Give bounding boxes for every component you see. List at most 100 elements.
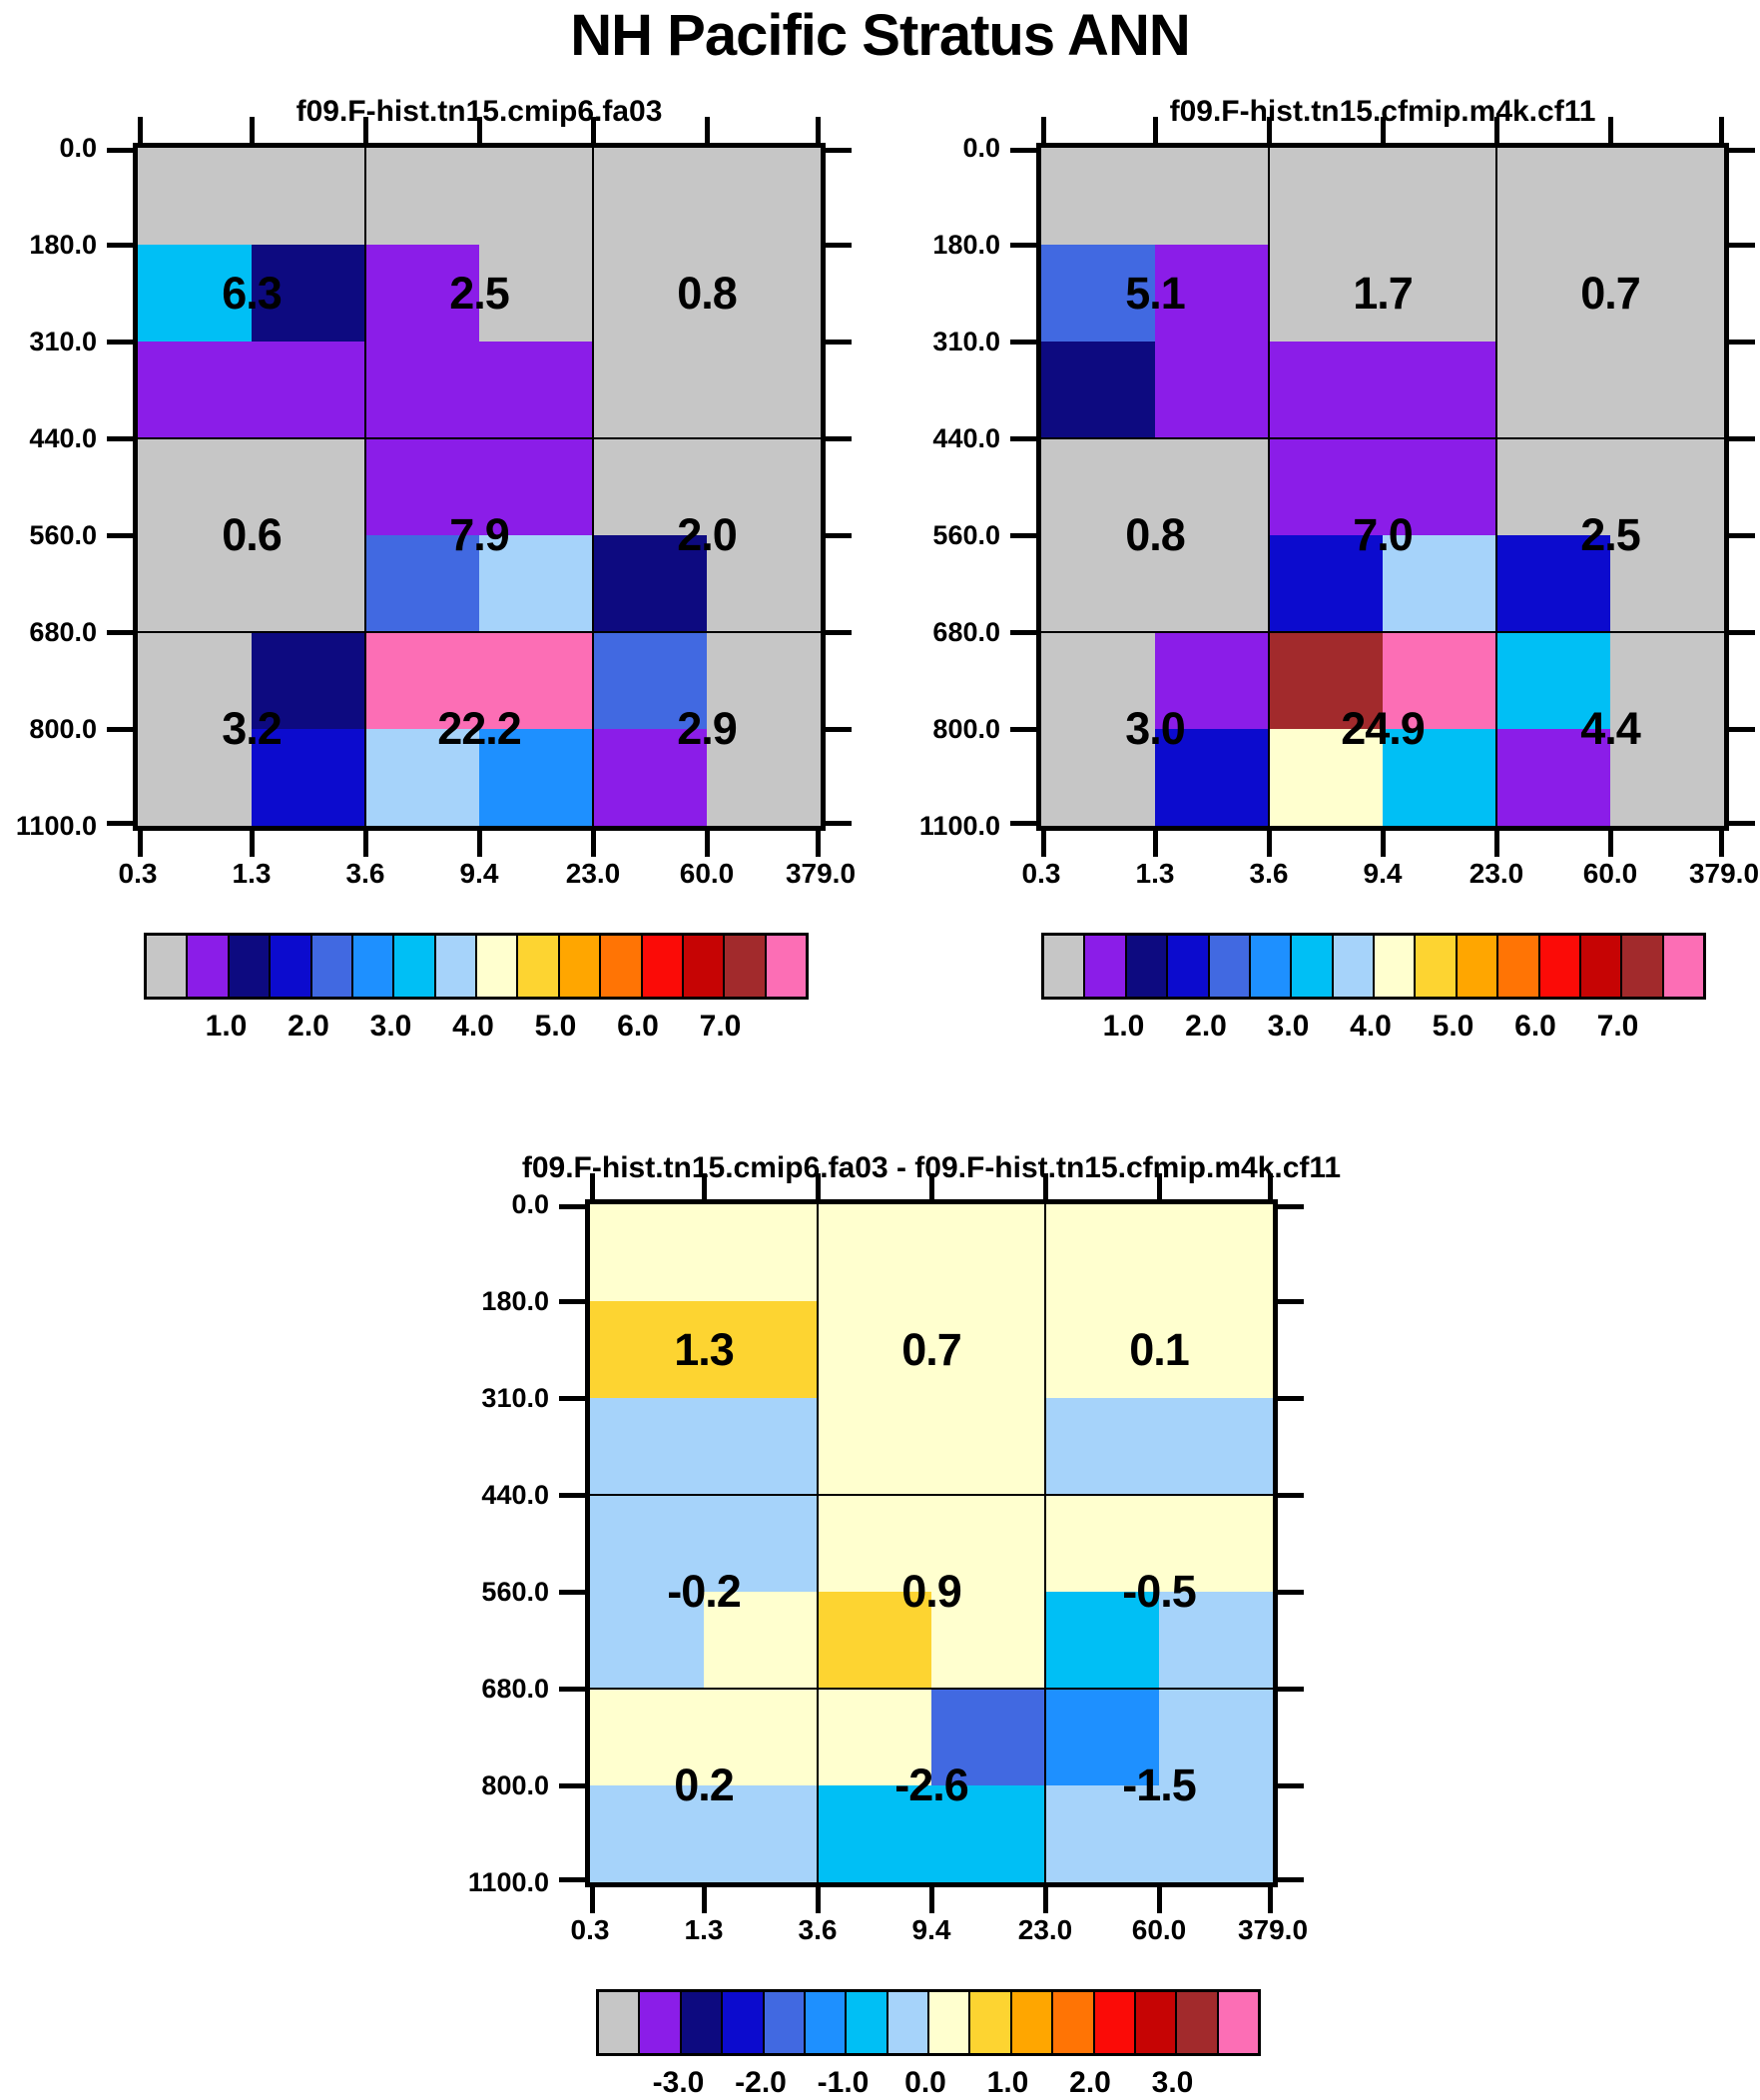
y-axis-tick-label: 0.0 (59, 133, 97, 163)
heatmap-cell (252, 245, 365, 342)
heatmap-cell (931, 1592, 1045, 1689)
axis-tick-bottom (929, 1887, 934, 1913)
group-divider-horizontal (1041, 631, 1724, 633)
y-axis-tick-label: 800.0 (481, 1770, 549, 1800)
heatmap-cell (1159, 1301, 1273, 1398)
axis-tick-bottom (1043, 1887, 1048, 1913)
axis-tick-top (1719, 117, 1724, 143)
colorbar-swatch (1166, 936, 1208, 997)
heatmap-cell (590, 1398, 704, 1495)
axis-tick-right (1729, 436, 1755, 441)
colorbar-swatch (392, 936, 434, 997)
heatmap-difference: 0.0 180.0 310.0 440.0 560.0 680.0 800.0 1100.0 0… (468, 1173, 1308, 1945)
x-axis-tick-label: 3.6 (1249, 858, 1289, 889)
heatmap-cell (479, 632, 593, 729)
axis-tick-bottom (1719, 831, 1724, 857)
axis-tick-left (559, 1877, 585, 1882)
x-axis-tick-label: 23.0 (1468, 858, 1524, 889)
group-value-label: 2.0 (677, 509, 738, 560)
axis-tick-right (826, 533, 852, 538)
colorbar-model-a: 1.0 2.0 3.0 4.0 5.0 6.0 7.0 (144, 933, 809, 1042)
heatmap-cell (593, 535, 707, 632)
figure-title: NH Pacific Stratus ANN (570, 3, 1190, 68)
heatmap-cell (138, 342, 252, 438)
heatmap-cell (593, 438, 707, 535)
heatmap-cell (1610, 729, 1724, 826)
heatmap-cell (252, 148, 365, 245)
heatmap-model-a: 0.0 180.0 310.0 440.0 560.0 680.0 800.0 1100.0 0… (16, 117, 856, 889)
heatmap-cell (818, 1592, 931, 1689)
heatmap-cell (1159, 1785, 1273, 1882)
colorbar-swatch (1620, 936, 1662, 997)
colorbar-swatch (350, 936, 393, 997)
heatmap-cell (365, 438, 479, 535)
heatmap-cell (1159, 1495, 1273, 1592)
heatmap-cell (1045, 1204, 1159, 1301)
group-value-label: 7.9 (449, 509, 510, 560)
heatmap-cell (479, 438, 593, 535)
axis-tick-top (1157, 1173, 1162, 1199)
axis-tick-left (559, 1687, 585, 1692)
axis-tick-bottom (705, 831, 710, 857)
heatmap-cell (1041, 632, 1155, 729)
axis-tick-right (1278, 1299, 1304, 1304)
colorbar-tick-label: 3.0 (1267, 1010, 1310, 1043)
colorbar-swatch (599, 1992, 639, 2053)
colorbar-swatch (516, 936, 558, 997)
axis-tick-right (826, 243, 852, 248)
heatmap-cell (931, 1398, 1045, 1495)
heatmap-cell (1159, 1592, 1273, 1689)
axis-tick-right (1729, 630, 1755, 635)
axis-tick-top (1043, 1173, 1048, 1199)
heatmap-cell (931, 1785, 1045, 1882)
colorbar-tick-label: 7.0 (1596, 1010, 1639, 1043)
x-axis-tick-label: 0.3 (118, 858, 158, 889)
heatmap-cell (1045, 1785, 1159, 1882)
group-value-label: 0.9 (901, 1566, 962, 1617)
heatmap-cell (1496, 438, 1610, 535)
heatmap-cell (1269, 632, 1383, 729)
colorbar-swatch (1133, 1992, 1176, 2053)
heatmap-cell (138, 729, 252, 826)
y-axis-tick-label: 0.0 (511, 1189, 549, 1219)
group-value-label: 2.5 (449, 267, 510, 319)
x-axis-tick-label: 9.4 (911, 1914, 951, 1945)
axis-tick-left (559, 1783, 585, 1788)
group-value-label: 4.4 (1580, 703, 1641, 754)
heatmap-cell (590, 1301, 704, 1398)
axis-tick-left (1010, 630, 1036, 635)
heatmap-cell (931, 1301, 1045, 1398)
colorbar-swatch (599, 936, 641, 997)
colorbar-swatch (803, 1992, 846, 2053)
heatmap-cell (1155, 438, 1269, 535)
heatmap-cell (1610, 438, 1724, 535)
heatmap-cell (138, 535, 252, 632)
group-value-label: 2.9 (677, 703, 738, 754)
group-divider-vertical (817, 1204, 819, 1882)
colorbar-swatch (1248, 936, 1291, 997)
colorbar-tick-label: 6.0 (617, 1010, 659, 1043)
heatmap-cell (593, 148, 707, 245)
heatmap-cell (1155, 245, 1269, 342)
axis-tick-right (1729, 821, 1755, 826)
heatmap-cell (590, 1785, 704, 1882)
axis-tick-left (559, 1590, 585, 1595)
y-axis-tick-label: 680.0 (481, 1674, 549, 1704)
x-axis-tick-label: 1.3 (684, 1914, 724, 1945)
axis-tick-bottom (363, 831, 368, 857)
group-divider-horizontal (590, 1688, 1273, 1690)
colorbar-tick-label: 1.0 (205, 1010, 248, 1043)
axis-tick-top (250, 117, 255, 143)
axis-tick-top (1381, 117, 1386, 143)
heatmap-cell (1269, 245, 1383, 342)
colorbar-swatch (640, 936, 682, 997)
heatmap-cell (931, 1495, 1045, 1592)
heatmap-cell (593, 245, 707, 342)
x-axis-tick-label: 1.3 (1135, 858, 1175, 889)
group-value-label: 1.7 (1353, 267, 1414, 319)
colorbar-swatch (1207, 936, 1249, 997)
heatmap-cell (818, 1689, 931, 1785)
colorbar-swatch (1373, 936, 1415, 997)
axis-tick-left (107, 821, 133, 826)
colorbar-tick-label: -2.0 (735, 2066, 787, 2099)
